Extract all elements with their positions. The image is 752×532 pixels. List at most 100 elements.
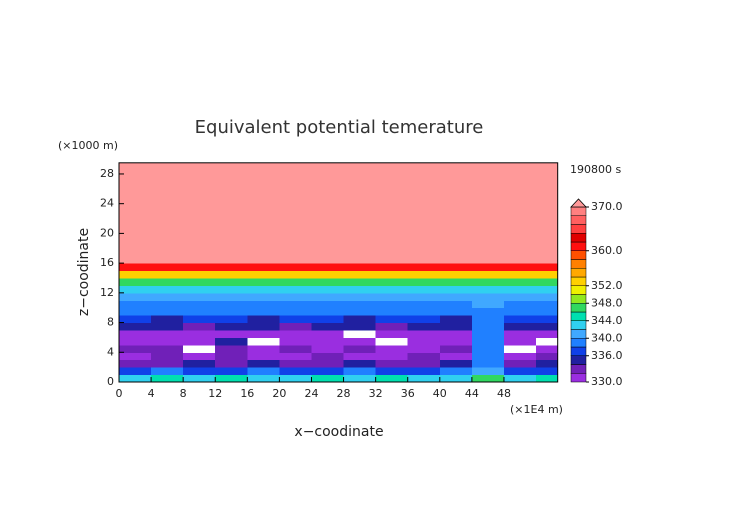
field-cell xyxy=(311,367,345,376)
y-tick-label: 28 xyxy=(100,167,114,180)
colorbar-over xyxy=(570,198,587,208)
field-cell xyxy=(407,322,441,331)
field-cell xyxy=(439,270,473,279)
field-cell xyxy=(311,300,345,309)
field-cell xyxy=(279,329,312,338)
colorbar-bin xyxy=(570,224,587,234)
field-cell xyxy=(407,329,441,338)
field-cell xyxy=(247,292,280,301)
field-cell xyxy=(343,307,377,316)
field-cell xyxy=(503,307,537,316)
field-cell xyxy=(279,307,312,316)
field-cell xyxy=(311,277,345,286)
colorbar-bin xyxy=(570,338,587,348)
field-cell xyxy=(503,374,537,383)
x-unit: (×1E4 m) xyxy=(510,403,563,416)
colorbar-bin xyxy=(570,276,587,286)
field-cell xyxy=(183,300,216,309)
field-cell xyxy=(343,277,377,286)
field-cell xyxy=(471,359,505,368)
field-cell xyxy=(375,277,409,286)
field-cell xyxy=(151,315,184,324)
colorbar-bin xyxy=(570,320,587,330)
field-cell xyxy=(279,344,312,353)
field-cell xyxy=(247,337,280,346)
field-cell xyxy=(439,374,473,383)
field-cell xyxy=(536,344,559,353)
field-cell xyxy=(183,374,216,383)
field-cell xyxy=(471,285,505,294)
y-tick-label: 8 xyxy=(107,316,114,329)
field-cell xyxy=(375,352,409,361)
field-cell xyxy=(151,352,184,361)
field-cell xyxy=(279,270,312,279)
field-cell xyxy=(407,263,441,272)
y-tick-label: 12 xyxy=(100,286,114,299)
field-cell xyxy=(375,374,409,383)
field-cell xyxy=(536,285,559,294)
field-cell xyxy=(536,277,559,286)
field-cell xyxy=(311,374,345,383)
colorbar-tick-label: 344.0 xyxy=(591,314,623,327)
field-cell xyxy=(375,263,409,272)
field-cell xyxy=(375,329,409,338)
field-cell xyxy=(407,344,441,353)
field-cell xyxy=(343,352,377,361)
y-tick-label: 24 xyxy=(100,197,114,210)
field-cell xyxy=(183,162,216,264)
field-cell xyxy=(119,359,152,368)
colorbar-bin xyxy=(570,355,587,365)
field-cell xyxy=(343,270,377,279)
field-cell xyxy=(536,352,559,361)
field-cell xyxy=(247,162,280,264)
field-cell xyxy=(407,307,441,316)
field-cell xyxy=(536,263,559,272)
field-cell xyxy=(279,300,312,309)
field-cell xyxy=(471,162,505,264)
field-cell xyxy=(151,270,184,279)
field-cell xyxy=(439,352,473,361)
field-cell xyxy=(279,263,312,272)
field-cell xyxy=(343,322,377,331)
field-cell xyxy=(215,329,248,338)
field-cell xyxy=(311,359,345,368)
field-cell xyxy=(343,315,377,324)
field-cell xyxy=(311,322,345,331)
colorbar-bin xyxy=(570,215,587,225)
field-cell xyxy=(536,367,559,376)
field-cell xyxy=(471,263,505,272)
field-cell xyxy=(536,270,559,279)
field-cell xyxy=(183,292,216,301)
field-cell xyxy=(503,344,537,353)
field-cell xyxy=(215,300,248,309)
y-tick-label: 16 xyxy=(100,256,114,269)
colorbar-tick-label: 340.0 xyxy=(591,331,623,344)
field-cell xyxy=(439,307,473,316)
chart-title: Equivalent potential temerature xyxy=(195,117,484,138)
field-cell xyxy=(119,277,152,286)
x-tick-label: 40 xyxy=(433,387,447,400)
field-cell xyxy=(343,263,377,272)
field-cell xyxy=(439,367,473,376)
field-cell xyxy=(439,292,473,301)
field-cell xyxy=(119,270,152,279)
field-cell xyxy=(439,337,473,346)
field-cell xyxy=(536,374,559,383)
field-cell xyxy=(215,307,248,316)
colorbar-bin xyxy=(570,346,587,356)
field-cell xyxy=(215,263,248,272)
field-cell xyxy=(471,292,505,301)
field-cell xyxy=(343,344,377,353)
field-cell xyxy=(503,352,537,361)
field-cell xyxy=(119,344,152,353)
field-cell xyxy=(407,292,441,301)
field-cell xyxy=(151,263,184,272)
field-cell xyxy=(279,374,312,383)
field-cell xyxy=(407,337,441,346)
field-cell xyxy=(343,300,377,309)
field-cell xyxy=(375,270,409,279)
field-cell xyxy=(503,270,537,279)
field-cell xyxy=(503,322,537,331)
x-tick-label: 4 xyxy=(148,387,155,400)
